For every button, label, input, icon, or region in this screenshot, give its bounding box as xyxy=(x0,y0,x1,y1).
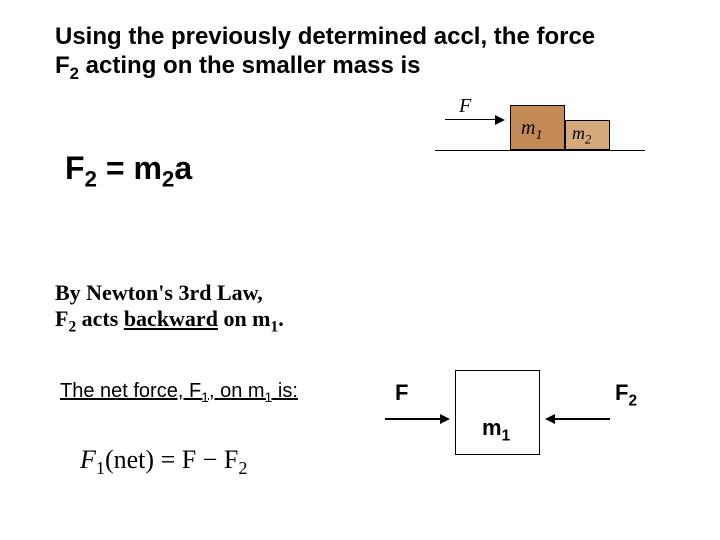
fbd-m1-m: m xyxy=(482,415,502,440)
netforce-text: The net force, F1, on m1 is: xyxy=(60,380,298,405)
newton-mid: acts xyxy=(76,306,124,331)
fbd-F-arrow-line xyxy=(385,418,440,420)
surface-line xyxy=(435,150,645,151)
label-m1: m1 xyxy=(521,117,542,144)
label-m2: m2 xyxy=(572,123,591,148)
equation-f2-m2a: F2 = m2a xyxy=(65,150,192,192)
fbd-m1-label: m1 xyxy=(482,415,510,445)
fbd-m1-sub: 1 xyxy=(502,427,511,444)
fbd-F2-arrow-head xyxy=(545,414,555,424)
fbd-F2-label: F2 xyxy=(615,380,637,410)
label-m2-sub: 2 xyxy=(585,133,591,147)
fbd-F-arrow-head xyxy=(440,414,450,424)
equation-f1net: F1(net) = F − F2 xyxy=(80,445,247,479)
eq1-a: a xyxy=(174,150,192,186)
eq2-paren: (net) = F − F xyxy=(105,445,238,474)
newton-line1: By Newton's 3rd Law, xyxy=(55,280,263,306)
force-arrow-line xyxy=(445,119,495,120)
eq1-sub2: 2 xyxy=(85,166,97,191)
eq1-F: F xyxy=(65,150,85,186)
physics-diagram: F m1 m2 xyxy=(435,95,655,155)
fbd-F2-arrow-line xyxy=(555,418,610,420)
heading-line1: Using the previously determined accl, th… xyxy=(55,22,675,52)
label-m1-m: m xyxy=(521,117,535,139)
eq1-eq: = m xyxy=(97,150,162,186)
label-m2-m: m xyxy=(572,123,585,143)
newton-end: . xyxy=(278,306,284,331)
netforce-sub1: 1 xyxy=(201,389,209,405)
heading-F-sub: 2 xyxy=(70,64,79,83)
netforce-post: is: xyxy=(272,380,298,402)
fbd-F-label: F xyxy=(395,380,408,406)
heading-rest: acting on the smaller mass is xyxy=(79,52,420,79)
fbd-F2-sub: 2 xyxy=(628,392,637,409)
eq2-F: F xyxy=(80,445,96,474)
eq2-sub1: 1 xyxy=(96,458,105,478)
eq2-sub2: 2 xyxy=(238,458,247,478)
force-label-F: F xyxy=(459,95,471,118)
newton-on-m: on m xyxy=(218,306,271,331)
heading-F: F xyxy=(55,52,70,79)
free-body-diagram: F m1 F2 xyxy=(380,370,680,460)
newton-line2: F2 acts backward on m1. xyxy=(55,306,284,336)
heading-line2: F2 acting on the smaller mass is xyxy=(55,52,420,84)
label-m1-sub: 1 xyxy=(535,128,542,143)
newton-F-sub: 2 xyxy=(68,318,76,335)
fbd-F2-F: F xyxy=(615,380,628,405)
eq1-sub2b: 2 xyxy=(162,166,174,191)
newton-backward: backward xyxy=(124,306,218,331)
netforce-mid: , on m xyxy=(209,380,265,402)
force-arrow-head xyxy=(495,115,505,125)
newton-F: F xyxy=(55,306,68,331)
netforce-pre: The net force, F xyxy=(60,380,201,402)
